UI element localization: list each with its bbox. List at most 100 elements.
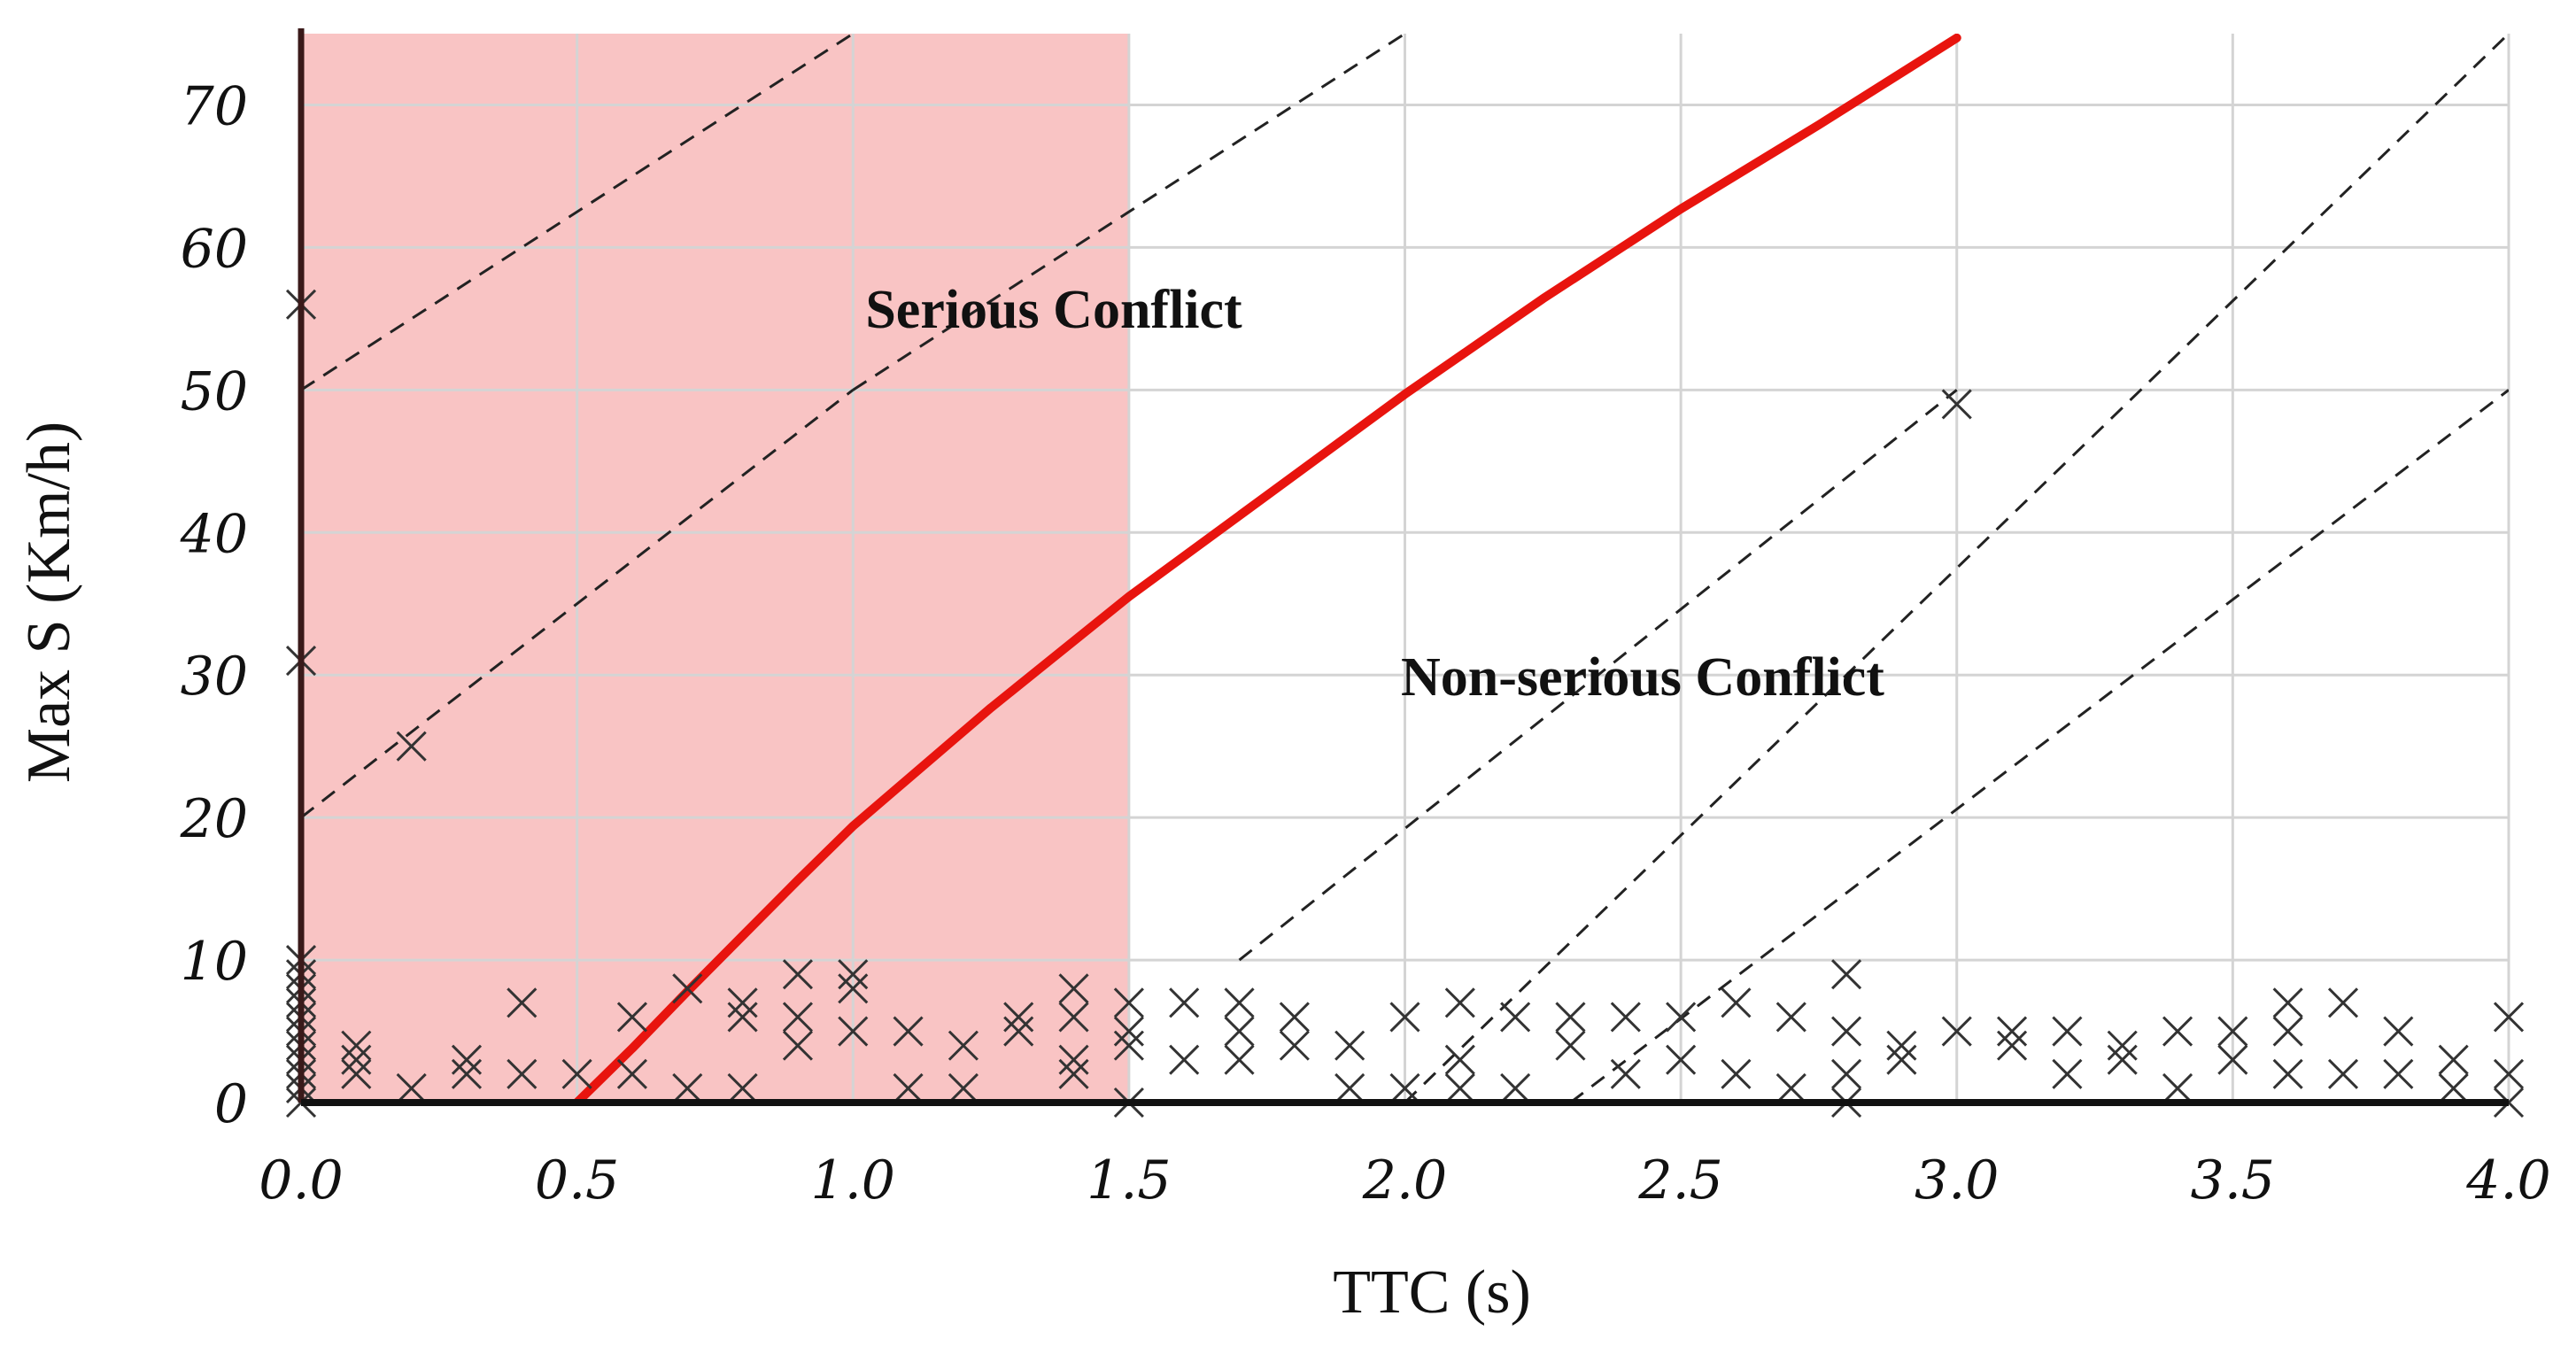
scatter-point xyxy=(893,1072,924,1103)
scatter-point-stroke xyxy=(782,959,813,990)
scatter-point xyxy=(507,1058,538,1089)
non-serious-conflict-label: Non-serious Conflict xyxy=(1401,647,1884,708)
x-tick-label: 2.0 xyxy=(1362,1149,1447,1211)
scatter-point xyxy=(948,1030,979,1061)
scatter-point xyxy=(727,1002,758,1033)
scatter-point-stroke xyxy=(1058,973,1089,1004)
scatter-point xyxy=(1169,1044,1200,1075)
scatter-point xyxy=(1997,1030,2028,1061)
scatter-point xyxy=(2107,1030,2138,1061)
scatter-point-stroke xyxy=(782,1030,813,1061)
scatter-point xyxy=(838,959,869,990)
scatter-point-stroke xyxy=(1666,1002,1697,1033)
y-tick-label: 70 xyxy=(181,75,248,137)
scatter-point xyxy=(1941,389,1972,420)
y-tick-label: 50 xyxy=(181,360,248,422)
scatter-point-stroke xyxy=(1279,1002,1310,1033)
scatter-point-stroke xyxy=(1389,1002,1420,1033)
scatter-point xyxy=(727,1072,758,1103)
scatter-point-stroke xyxy=(2107,1030,2138,1061)
scatter-point xyxy=(396,731,427,762)
scatter-point xyxy=(1775,1002,1806,1033)
scatter-point xyxy=(2272,987,2303,1018)
scatter-point-stroke xyxy=(1113,1030,1144,1061)
scatter-point xyxy=(1389,1072,1420,1103)
scatter-point xyxy=(2162,1016,2193,1047)
reference-dashed-line xyxy=(301,389,855,819)
scatter-point-stroke xyxy=(1334,1030,1365,1061)
scatter-point-stroke xyxy=(2438,1044,2469,1075)
scatter-point xyxy=(1610,1002,1641,1033)
y-tick-label: 0 xyxy=(214,1073,248,1135)
scatter-point-stroke xyxy=(2052,1016,2083,1047)
scatter-point-stroke xyxy=(1886,1044,1917,1075)
scatter-point-stroke xyxy=(1224,1044,1255,1075)
scatter-point-stroke xyxy=(341,1058,372,1089)
scatter-point-stroke xyxy=(1610,1058,1641,1089)
scatter-point-stroke xyxy=(1555,1030,1586,1061)
scatter-point-stroke xyxy=(1721,1058,1752,1089)
scatter-point-stroke xyxy=(2327,1058,2359,1089)
y-tick-label: 30 xyxy=(181,646,248,708)
scatter-point-stroke xyxy=(1113,987,1144,1018)
scatter-point-stroke xyxy=(1775,1002,1806,1033)
scatter-point-stroke xyxy=(341,1044,372,1075)
scatter-point-stroke xyxy=(727,1002,758,1033)
scatter-point-stroke xyxy=(1941,389,1972,420)
shaded-region-group xyxy=(301,34,1129,1103)
scatter-point-stroke xyxy=(1997,1016,2028,1047)
reference-dashed-line xyxy=(1404,34,2509,1103)
scatter-point-stroke xyxy=(2272,987,2303,1018)
scatter-point xyxy=(1831,1016,1862,1047)
scatter-point xyxy=(2383,1058,2414,1089)
scatter-point xyxy=(2272,1058,2303,1089)
scatter-point xyxy=(1169,987,1200,1018)
scatter-point xyxy=(948,1072,979,1103)
scatter-point xyxy=(1113,1016,1144,1047)
scatter-point-stroke xyxy=(727,1072,758,1103)
scatter-point xyxy=(2327,987,2359,1018)
scatter-point-stroke xyxy=(1169,987,1200,1018)
scatter-point xyxy=(1997,1016,2028,1047)
scatter-point xyxy=(2272,1016,2303,1047)
scatter-point xyxy=(1666,1002,1697,1033)
scatter-point xyxy=(2493,1002,2525,1033)
scatter-point xyxy=(1500,1002,1531,1033)
scatter-point-stroke xyxy=(2272,1058,2303,1089)
scatter-point xyxy=(2383,1016,2414,1047)
scatter-point xyxy=(1721,1058,1752,1089)
scatter-point xyxy=(1279,1002,1310,1033)
reference-dashed-line xyxy=(1569,389,2509,1103)
x-tick-label: 4.0 xyxy=(2465,1149,2550,1211)
scatter-point xyxy=(1003,1002,1034,1033)
scatter-point-stroke xyxy=(1113,1016,1144,1047)
x-tick-label: 3.5 xyxy=(2191,1149,2275,1211)
scatter-point xyxy=(2438,1072,2469,1103)
x-axis-title: TTC (s) xyxy=(1333,1258,1531,1327)
scatter-point-stroke xyxy=(2493,1058,2525,1089)
scatter-point xyxy=(1003,1016,1034,1047)
scatter-point xyxy=(1334,1030,1365,1061)
scatter-point-stroke xyxy=(396,731,427,762)
scatter-point xyxy=(451,1044,483,1075)
scatter-point xyxy=(1279,1030,1310,1061)
scatter-point xyxy=(1058,1002,1089,1033)
scatter-point xyxy=(396,1072,427,1103)
scatter-point xyxy=(2052,1016,2083,1047)
scatter-point xyxy=(341,1044,372,1075)
scatter-point-stroke xyxy=(838,973,869,1004)
threshold-curve xyxy=(572,34,1961,1103)
scatter-point-stroke xyxy=(893,1016,924,1047)
scatter-point xyxy=(616,1002,648,1033)
scatter-point-stroke xyxy=(451,1044,483,1075)
scatter-point-stroke xyxy=(1169,1044,1200,1075)
scatter-point xyxy=(727,987,758,1018)
scatter-point-stroke xyxy=(2217,1044,2248,1075)
scatter-point xyxy=(782,1002,813,1033)
scatter-point-stroke xyxy=(893,1072,924,1103)
scatter-point-stroke xyxy=(1389,1072,1420,1103)
scatter-point-stroke xyxy=(1500,1002,1531,1033)
scatter-point xyxy=(1389,1002,1420,1033)
scatter-point-stroke xyxy=(2217,1016,2248,1047)
labels-group: Serious Conflict Non-serious Conflict TT… xyxy=(15,280,1884,1327)
